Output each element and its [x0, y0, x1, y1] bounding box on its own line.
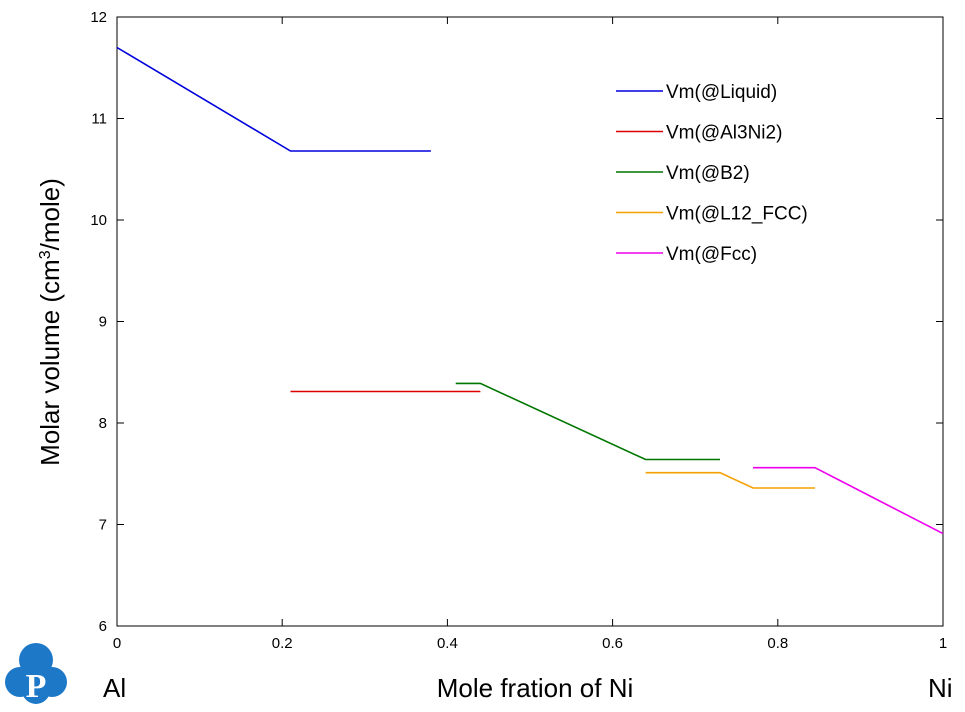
- legend-label: Vm(@B2): [666, 163, 750, 184]
- y-axis-title-superscript: 3: [37, 250, 54, 259]
- y-axis: 6 7 8 9 10 11 12: [90, 9, 943, 635]
- y-tick-label: 9: [99, 314, 107, 331]
- y-tick-label: 10: [90, 212, 107, 229]
- legend-label: Vm(@Fcc): [666, 244, 757, 265]
- series-layer: [116, 46, 944, 535]
- x-tick-label: 0.2: [272, 635, 293, 652]
- x-tick-label: 0.6: [602, 635, 623, 652]
- y-axis-title-prefix: Molar volume (cm: [35, 259, 65, 466]
- legend-label: Vm(@L12_FCC): [666, 204, 808, 225]
- y-tick-label: 11: [91, 111, 107, 128]
- plot-frame: [116, 16, 944, 627]
- y-axis-title-suffix: /mole): [35, 178, 65, 250]
- x-tick-label: 1: [939, 635, 947, 652]
- x-tick-label: 0: [113, 635, 121, 652]
- y-tick-label: 12: [90, 9, 107, 26]
- legend-label: Vm(@Liquid): [666, 82, 777, 103]
- x-axis: 0 0.2 0.4 0.6 0.8 1: [113, 17, 947, 652]
- series-line-vm-fcc: [753, 466, 944, 535]
- x-left-end-label: Al: [103, 673, 126, 703]
- x-tick-label: 0.4: [437, 635, 458, 652]
- y-tick-label: 7: [99, 517, 107, 534]
- series-line-vm-l12-fcc: [645, 471, 815, 489]
- y-tick-label: 6: [99, 618, 107, 635]
- logo-letter: P: [26, 668, 47, 705]
- legend: Vm(@Liquid) Vm(@Al3Ni2) Vm(@B2) Vm(@L12_FCC…: [616, 82, 808, 265]
- y-axis-title: Molar volume (cm3/mole): [35, 178, 65, 466]
- series-line-vm-b2: [455, 382, 720, 461]
- logo: P: [5, 643, 67, 705]
- legend-label: Vm(@Al3Ni2): [666, 123, 782, 144]
- x-right-end-label: Ni: [928, 673, 953, 703]
- x-tick-label: 0.8: [767, 635, 788, 652]
- plot-border: [116, 16, 944, 627]
- y-tick-label: 8: [99, 415, 107, 432]
- x-axis-title: Mole fration of Ni: [437, 673, 634, 703]
- series-line-vm-liquid: [116, 46, 431, 152]
